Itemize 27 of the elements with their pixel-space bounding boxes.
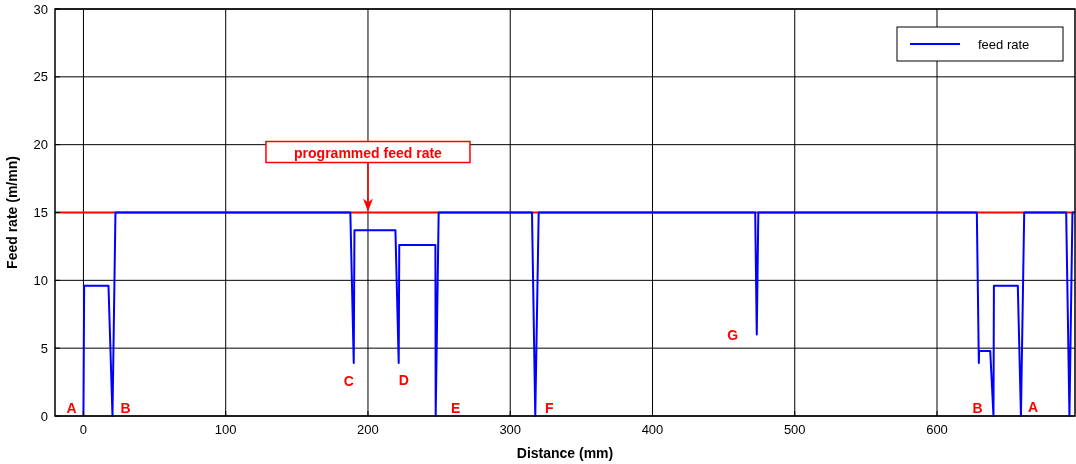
y-tick-label: 0 [40, 408, 48, 424]
annotation: programmed feed rate [294, 144, 443, 161]
x-tick-label: 300 [499, 422, 522, 437]
annotation: B [972, 400, 983, 416]
x-tick-label: 100 [214, 422, 237, 437]
annotation: F [544, 400, 554, 416]
legend-label: feed rate [978, 37, 1030, 52]
y-tick-label: 30 [33, 1, 48, 17]
annotation: G [727, 326, 739, 343]
x-tick-label: 500 [783, 422, 806, 437]
y-tick-label: 10 [33, 272, 48, 288]
y-tick-label: 15 [33, 205, 48, 220]
x-axis-title: Distance (mm) [516, 445, 614, 461]
annotation: C [343, 373, 354, 390]
x-tick-label: 400 [641, 422, 664, 437]
x-tick-label: 600 [926, 422, 948, 437]
annotation: D [398, 372, 409, 389]
annotation: A [1027, 399, 1038, 415]
y-axis-title: Feed rate (m/mn) [4, 156, 20, 269]
annotation: B [120, 400, 131, 416]
y-tick-label: 5 [40, 340, 48, 356]
annotation: E [451, 400, 461, 416]
x-tick-label: 0 [79, 422, 88, 437]
annotation: A [66, 400, 77, 416]
y-tick-label: 25 [33, 69, 48, 85]
y-tick-label: 20 [33, 137, 48, 153]
x-tick-label: 200 [357, 422, 379, 437]
